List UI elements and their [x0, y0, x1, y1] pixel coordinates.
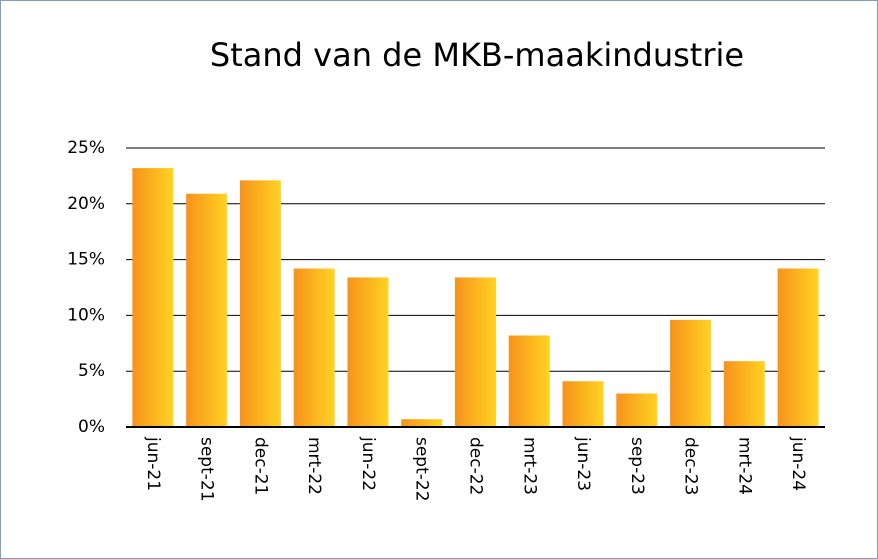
y-tick-label: 10% [67, 305, 105, 325]
x-tick-label: mrt-24 [734, 437, 754, 495]
x-tick-label: jun-23 [573, 436, 593, 491]
x-tick-label: jun-21 [143, 436, 163, 491]
x-tick-label: mrt-22 [304, 437, 324, 495]
x-tick-label: sep-23 [627, 437, 647, 495]
bar [562, 381, 604, 427]
x-tick-label: sept-22 [412, 437, 432, 502]
bar [401, 419, 443, 427]
bar [508, 335, 550, 427]
bar [670, 319, 712, 427]
x-tick-label: sept-21 [197, 437, 217, 502]
bar [132, 168, 174, 427]
x-tick-label: dec-22 [466, 437, 486, 495]
x-tick-label: dec-23 [681, 437, 701, 495]
x-tick-label: dec-21 [250, 437, 270, 495]
chart-title: Stand van de MKB-maakindustrie [210, 36, 744, 74]
bar [616, 393, 658, 427]
bar [293, 268, 335, 427]
bar [455, 277, 496, 427]
y-tick-label: 20% [67, 194, 105, 214]
bar [723, 361, 765, 427]
y-tick-label: 0% [78, 417, 105, 437]
x-tick-label: mrt-23 [519, 437, 539, 495]
bar [347, 277, 389, 427]
y-tick-label: 15% [67, 250, 105, 270]
bar [777, 268, 819, 427]
x-tick-label: jun-22 [358, 436, 378, 491]
y-tick-label: 5% [78, 361, 105, 381]
bar [186, 193, 228, 427]
y-tick-label: 25% [67, 138, 105, 158]
bar [239, 180, 281, 427]
x-tick-label: jun-24 [788, 436, 808, 491]
